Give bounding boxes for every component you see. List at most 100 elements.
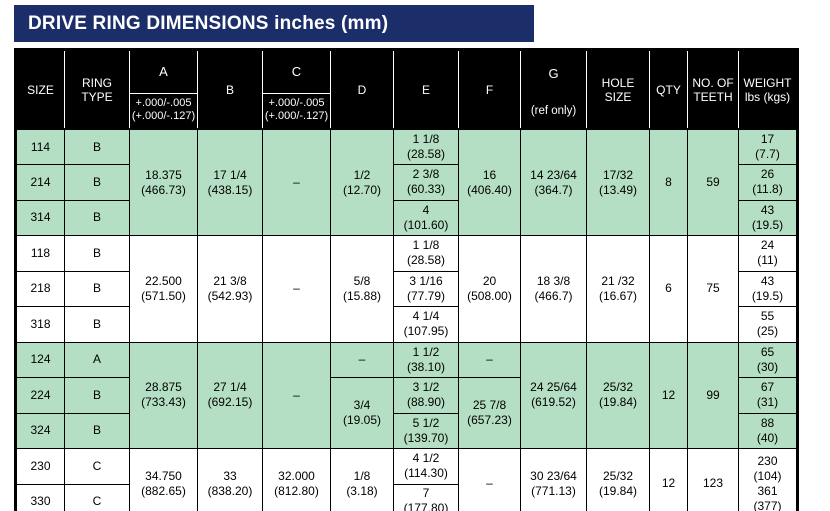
cell-a: 18.375 (466.73) (129, 128, 198, 236)
cell-g: 24 25/64 (619.52) (520, 341, 587, 449)
cell-f: – (458, 448, 521, 511)
cell-f: – (458, 341, 521, 378)
table-row: 124 A 28.875 (733.43) 27 1/4 (692.15) – … (15, 341, 798, 449)
cell-ring-type: C (64, 483, 130, 511)
cell-hole-size: 21 /32 (16.67) (586, 235, 650, 343)
header-col-size: SIZE (15, 49, 65, 130)
cell-size: 330 (15, 483, 65, 511)
cell-weight: 230 (104) 361 (377) (738, 448, 798, 511)
header-col-weight: WEIGHT lbs (kgs) (738, 49, 798, 130)
table-row: 324 B 5 1/2 (139.70) 88 (40) (15, 412, 798, 449)
cell-size: 318 (15, 306, 65, 343)
header-col-c-letter: C (291, 64, 302, 79)
cell-size: 218 (15, 270, 65, 307)
header-row: SIZE RING TYPE A +.000/-.005 (+.000/-.12… (15, 49, 798, 130)
cell-size: 214 (15, 164, 65, 201)
header-col-g: G (ref only) (520, 49, 587, 130)
cell-e: 2 3/8 (60.33) (393, 164, 459, 201)
cell-teeth: 59 (687, 128, 739, 236)
cell-c: 32.000 (812.80) (262, 448, 331, 511)
cell-weight: 67 (31) (738, 377, 798, 414)
header-col-a: A +.000/-.005 (+.000/-.127) (129, 49, 198, 130)
cell-ring-type: B (64, 412, 130, 449)
cell-size: 224 (15, 377, 65, 414)
table-row: 230 C 34.750 (882.65) 33 (838.20) 32.000… (15, 448, 798, 511)
cell-size: 114 (15, 128, 65, 165)
header-col-hole-size: HOLE SIZE (586, 49, 650, 130)
cell-ring-type: B (64, 270, 130, 307)
cell-ring-type: B (64, 306, 130, 343)
table-row: 118 B 22.500 (571.50) 21 3/8 (542.93) – … (15, 235, 798, 343)
cell-ring-type: B (64, 164, 130, 201)
cell-size: 124 (15, 341, 65, 378)
cell-qty: 8 (649, 128, 688, 236)
cell-ring-type: B (64, 377, 130, 414)
cell-weight: 55 (25) (738, 306, 798, 343)
table-row: 114 B 18.375 (466.73) 17 1/4 (438.15) – … (15, 128, 798, 236)
header-col-c-tolerance: +.000/-.005 (+.000/-.127) (263, 93, 330, 128)
cell-qty: 12 (649, 448, 688, 511)
cell-f: 25 7/8 (657.23) (458, 377, 521, 449)
cell-e: 1 1/8 (28.58) (393, 128, 459, 165)
cell-ring-type: B (64, 199, 130, 236)
cell-e: 4 1/4 (107.95) (393, 306, 459, 343)
cell-d: 3/4 (19.05) (330, 377, 394, 449)
cell-qty: 12 (649, 341, 688, 449)
cell-weight: 65 (30) (738, 341, 798, 378)
cell-b: 21 3/8 (542.93) (197, 235, 263, 343)
cell-hole-size: 17/32 (13.49) (586, 128, 650, 236)
cell-hole-size: 25/32 (19.84) (586, 448, 650, 511)
cell-a: 34.750 (882.65) (129, 448, 198, 511)
cell-ring-type: B (64, 128, 130, 165)
cell-size: 230 (15, 448, 65, 485)
header-col-g-letter: G (548, 65, 559, 81)
cell-ring-type: C (64, 448, 130, 485)
header-col-qty: QTY (649, 49, 688, 130)
cell-e: 1 1/8 (28.58) (393, 235, 459, 272)
cell-e: 5 1/2 (139.70) (393, 412, 459, 449)
cell-weight: 17 (7.7) (738, 128, 798, 165)
cell-qty: 6 (649, 235, 688, 343)
cell-d: 5/8 (15.88) (330, 235, 394, 343)
cell-teeth: 123 (687, 448, 739, 511)
cell-e: 4 1/2 (114.30) (393, 448, 459, 485)
cell-c: – (262, 341, 331, 449)
cell-e: 1 1/2 (38.10) (393, 341, 459, 378)
cell-weight: 26 (11.8) (738, 164, 798, 201)
cell-size: 314 (15, 199, 65, 236)
header-col-c: C +.000/-.005 (+.000/-.127) (262, 49, 331, 130)
cell-size: 118 (15, 235, 65, 272)
header-col-a-letter: A (159, 64, 168, 79)
cell-c: – (262, 128, 331, 236)
cell-e: 4 (101.60) (393, 199, 459, 236)
cell-a: 22.500 (571.50) (129, 235, 198, 343)
header-col-f: F (458, 49, 521, 130)
table-row: 318 B 4 1/4 (107.95) 55 (25) (15, 306, 798, 343)
cell-size: 324 (15, 412, 65, 449)
cell-d: 1/8 (3.18) (330, 448, 394, 511)
cell-f: 16 (406.40) (458, 128, 521, 236)
header-col-g-ref-only: (ref only) (530, 105, 577, 117)
cell-b: 27 1/4 (692.15) (197, 341, 263, 449)
cell-b: 33 (838.20) (197, 448, 263, 511)
header-col-d: D (330, 49, 394, 130)
cell-weight: 24 (11) (738, 235, 798, 272)
cell-teeth: 75 (687, 235, 739, 343)
header-col-a-tolerance: +.000/-.005 (+.000/-.127) (130, 93, 197, 128)
cell-g: 30 23/64 (771.13) (520, 448, 587, 511)
cell-f: 20 (508.00) (458, 235, 521, 343)
table-row: 224 B 3/4 (19.05) 3 1/2 (88.90) 25 7/8 (… (15, 377, 798, 449)
table-row: 330 C 7 (177.80) (15, 483, 798, 511)
table-row: 214 B 2 3/8 (60.33) 26 (11.8) (15, 164, 798, 201)
cell-d: 1/2 (12.70) (330, 128, 394, 236)
cell-ring-type: B (64, 235, 130, 272)
cell-ring-type: A (64, 341, 130, 378)
cell-e: 3 1/2 (88.90) (393, 377, 459, 414)
header-col-b: B (197, 49, 263, 130)
header-col-ring-type: RING TYPE (64, 49, 130, 130)
cell-c: – (262, 235, 331, 343)
cell-d: – (330, 341, 394, 378)
cell-teeth: 99 (687, 341, 739, 449)
header-col-no-of-teeth: NO. OF TEETH (687, 49, 739, 130)
